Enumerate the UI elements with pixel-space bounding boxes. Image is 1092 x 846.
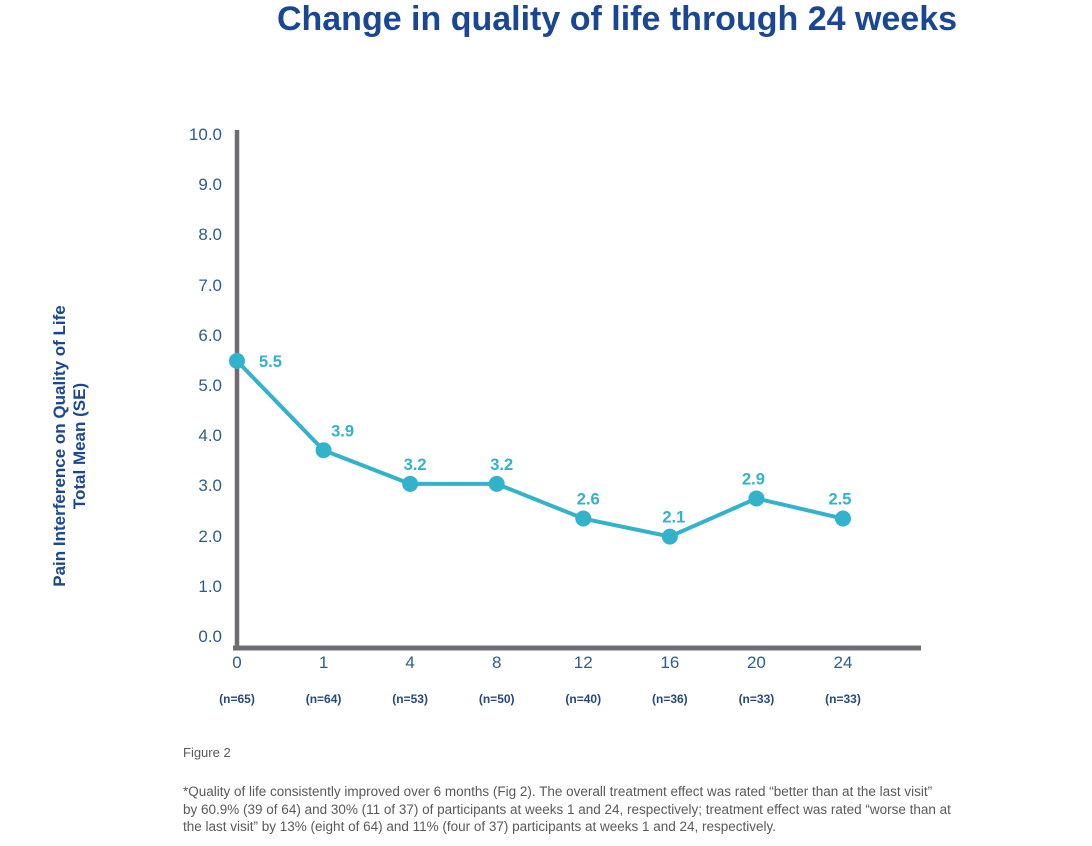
y-tick-9.0: 9.0 — [198, 175, 222, 195]
x-tick-week-12: 12 — [573, 653, 593, 672]
n-label-week-12: (n=40) — [565, 692, 602, 706]
x-tick-week-4: 4 — [405, 653, 415, 672]
footnote-line3: the last visit” by 13% (eight of 64) and… — [183, 819, 777, 834]
data-point-label-week-8: 3.2 — [490, 456, 513, 474]
y-tick-4.0: 4.0 — [198, 426, 222, 446]
n-label-week-4: (n=53) — [392, 692, 428, 706]
data-point-week-24 — [834, 510, 851, 527]
data-point-week-4 — [402, 475, 419, 492]
data-point-label-week-24: 2.5 — [829, 491, 852, 509]
data-point-label-week-0: 5.5 — [259, 353, 282, 371]
data-point-label-week-12: 2.6 — [577, 491, 600, 509]
y-tick-8.0: 8.0 — [198, 225, 222, 245]
y-tick-6.0: 6.0 — [198, 325, 222, 345]
x-tick-week-24: 24 — [833, 653, 853, 672]
data-point-label-week-16: 2.1 — [662, 509, 685, 527]
x-tick-week-16: 16 — [660, 653, 680, 672]
n-label-week-20: (n=33) — [738, 692, 775, 706]
footnote: *Quality of life consistently improved o… — [183, 783, 1003, 836]
n-label-week-0: (n=65) — [219, 692, 255, 706]
footnote-line2: by 60.9% (39 of 64) and 30% (11 of 37) o… — [183, 801, 951, 817]
data-point-label-week-4: 3.2 — [404, 456, 427, 474]
y-tick-1.0: 1.0 — [198, 576, 222, 596]
data-point-week-0 — [229, 352, 245, 369]
data-point-week-12 — [575, 510, 592, 527]
n-label-week-1: (n=64) — [305, 692, 342, 706]
data-point-week-1 — [315, 442, 332, 459]
data-point-week-8 — [488, 475, 505, 492]
x-tick-week-8: 8 — [491, 653, 502, 672]
data-point-label-week-1: 3.9 — [331, 422, 354, 440]
x-tick-week-0: 0 — [232, 653, 242, 672]
n-label-week-24: (n=33) — [825, 692, 861, 706]
footnote-line1: *Quality of life consistently improved o… — [183, 784, 933, 799]
y-tick-5.0: 5.0 — [198, 376, 222, 395]
y-tick-0.0: 0.0 — [198, 627, 222, 646]
n-label-week-8: (n=50) — [478, 692, 515, 706]
chart-title: Change in quality of life through 24 wee… — [276, 0, 958, 38]
data-point-label-week-20: 2.9 — [742, 470, 765, 488]
x-tick-week-1: 1 — [318, 653, 329, 672]
y-tick-2.0: 2.0 — [198, 526, 222, 546]
y-tick-10.0: 10.0 — [188, 125, 222, 144]
trend-line — [235, 358, 845, 539]
y-tick-3.0: 3.0 — [198, 476, 222, 496]
n-label-week-16: (n=36) — [652, 692, 688, 706]
figure-caption: Figure 2 — [183, 745, 231, 760]
y-tick-7.0: 7.0 — [198, 275, 222, 295]
data-point-week-16 — [661, 528, 678, 545]
data-point-week-20 — [748, 490, 765, 507]
x-tick-week-20: 20 — [746, 653, 766, 672]
